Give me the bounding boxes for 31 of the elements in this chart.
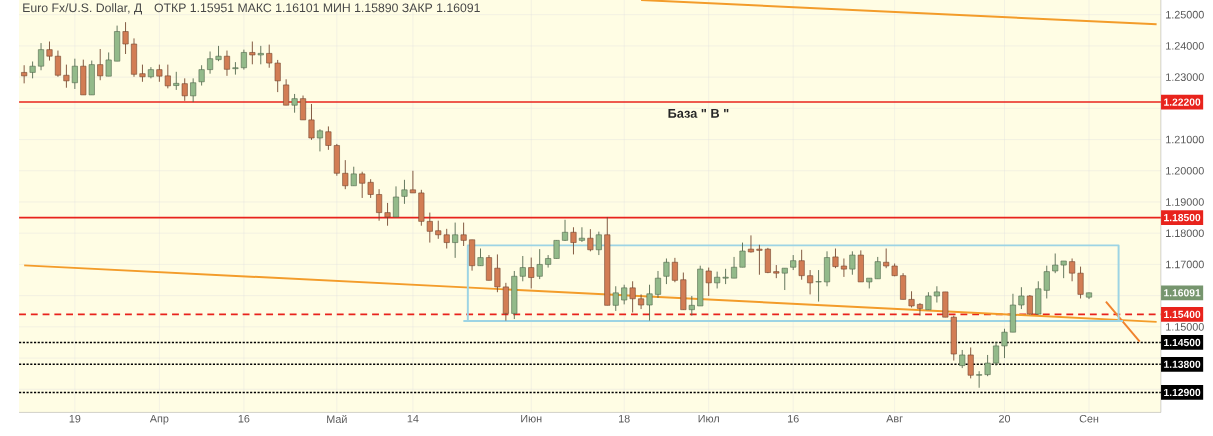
ref-line-label: 1.15400 [1164,310,1201,319]
y-tick-label: 1.17000 [1166,260,1204,269]
y-tick-label: 1.23000 [1166,73,1204,81]
y-tick-label: 1.15000 [1166,323,1204,331]
ref-line-label: 1.22200 [1164,98,1201,106]
y-tick-label: 1.21000 [1166,135,1204,144]
ref-line-label: 1.14500 [1164,338,1201,347]
x-tick-label: 16 [238,414,250,423]
ref-line-label: 1.18500 [1164,213,1201,222]
x-tick-label: Авг [886,414,903,423]
annotation: База " В " [668,108,729,118]
y-tick-label: 1.25000 [1166,10,1204,19]
y-tick-label: 1.18000 [1166,229,1204,238]
x-tick-label: Июл [698,414,719,423]
x-tick-label: Июн [521,414,542,423]
x-tick-label: Май [327,414,347,423]
x-tick-label: 20 [999,414,1011,423]
ref-line-label: 1.12900 [1164,388,1201,397]
y-tick-label: 1.19000 [1166,198,1204,206]
x-tick-label: 19 [69,414,81,423]
x-tick-label: 18 [619,414,630,423]
chart-subtitle: ОТКР 1.15951 МАКС 1.16101 МИН 1.15890 ЗАКР 1.16091 [154,3,480,13]
x-tick-label: Апр [149,414,169,425]
ref-line-label: 1.13800 [1164,360,1201,368]
chart-title: Euro Fx/U.S. Dollar, Д [23,3,142,15]
annotation: 1.16091 [1164,289,1201,297]
x-tick-label: 14 [407,414,419,423]
y-tick-label: 1.24000 [1166,42,1204,50]
x-tick-label: Сен [1079,414,1099,423]
y-tick-label: 1.20000 [1166,166,1204,175]
x-tick-label: 16 [788,414,799,423]
